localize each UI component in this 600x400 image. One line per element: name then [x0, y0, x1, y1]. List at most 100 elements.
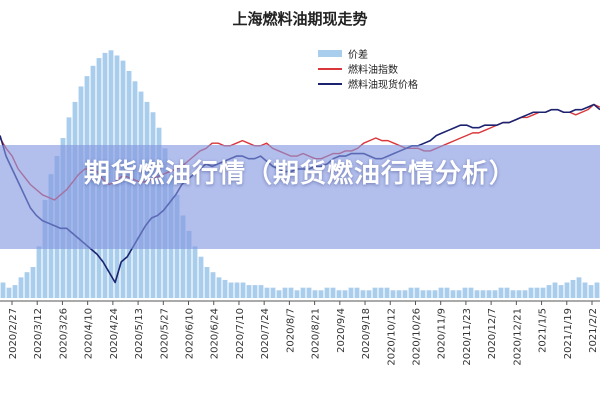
spread-bar — [36, 246, 42, 298]
spread-bar — [582, 282, 588, 298]
spread-bar — [588, 285, 594, 298]
spread-bar — [342, 290, 348, 298]
spread-bar — [450, 290, 456, 298]
spread-bar — [444, 287, 450, 298]
spread-bar — [420, 290, 426, 298]
spread-bar — [354, 287, 360, 298]
spread-bar — [366, 290, 372, 298]
spread-bar — [558, 285, 564, 298]
spread-bar — [492, 290, 498, 298]
x-tick-label: 2020/4/24 — [109, 308, 120, 359]
x-tick-label: 2020/5/27 — [159, 308, 170, 359]
x-tick-label: 2020/5/13 — [134, 308, 145, 359]
x-tick-label: 2020/10/12 — [386, 308, 397, 366]
x-tick-label: 2020/11/23 — [462, 308, 473, 366]
spread-bar — [18, 277, 24, 298]
x-tick-label: 2020/10/26 — [411, 308, 422, 366]
spread-bar — [30, 267, 36, 298]
spread-bar — [222, 279, 228, 298]
spread-bar — [0, 282, 6, 298]
spread-bar — [306, 287, 312, 298]
overlay-title: 期货燃油行情（期货燃油行情分析） — [83, 159, 516, 189]
legend-label: 燃料油指数 — [348, 63, 398, 76]
overlay-banner — [0, 145, 600, 249]
spread-bar — [432, 290, 438, 298]
spread-bar — [378, 287, 384, 298]
spread-bar — [312, 290, 318, 298]
spread-bar — [258, 285, 264, 298]
spread-bar — [252, 285, 258, 298]
spread-bar — [396, 290, 402, 298]
x-tick-label: 2020/11/9 — [437, 308, 448, 359]
spread-bar — [204, 267, 210, 298]
spread-bar — [570, 279, 576, 298]
spread-bar — [384, 287, 390, 298]
x-tick-label: 2020/3/26 — [58, 308, 69, 359]
spread-bar — [318, 290, 324, 298]
spread-bar — [270, 287, 276, 298]
spread-bar — [330, 287, 336, 298]
spread-bar — [456, 290, 462, 298]
spread-bar — [576, 277, 582, 298]
chart-title: 上海燃料油期现走势 — [232, 10, 367, 28]
spread-bar — [540, 287, 546, 298]
spread-bar — [282, 287, 288, 298]
spread-bar — [336, 290, 342, 298]
x-tick-label: 2021/2/2 — [588, 308, 599, 353]
spread-bar — [534, 287, 540, 298]
spread-bar — [594, 282, 600, 298]
x-tick-label: 2020/4/10 — [84, 308, 95, 359]
spread-bar — [552, 282, 558, 298]
spread-bar — [426, 290, 432, 298]
spread-bar — [240, 282, 246, 298]
spread-bar — [438, 287, 444, 298]
spread-bar — [210, 272, 216, 298]
spread-bar — [12, 285, 18, 298]
spread-bar — [192, 246, 198, 298]
spread-bar — [528, 287, 534, 298]
x-tick-label: 2020/3/12 — [33, 308, 44, 359]
x-tick-label: 2020/7/10 — [235, 308, 246, 359]
x-tick-label: 2020/6/24 — [210, 308, 221, 359]
spread-bar — [264, 287, 270, 298]
spread-bar — [228, 282, 234, 298]
spread-bar — [402, 290, 408, 298]
spread-bar — [348, 287, 354, 298]
x-tick-label: 2020/7/24 — [260, 308, 271, 359]
x-tick-label: 2020/12/7 — [487, 308, 498, 359]
spread-bar — [300, 287, 306, 298]
spread-bar — [504, 287, 510, 298]
spread-bar — [24, 272, 30, 298]
spread-bar — [390, 290, 396, 298]
spread-bar — [414, 287, 420, 298]
spread-bar — [6, 287, 12, 298]
spread-bar — [564, 282, 570, 298]
spread-bar — [180, 215, 186, 298]
spread-bar — [276, 290, 282, 298]
legend-swatch — [318, 50, 342, 57]
legend-label: 燃料油现货价格 — [348, 78, 418, 91]
x-tick-label: 2020/9/4 — [336, 308, 347, 353]
spread-bar — [198, 256, 204, 298]
spread-bar — [468, 287, 474, 298]
x-tick-label: 2021/1/5 — [538, 308, 549, 353]
spread-bar — [510, 290, 516, 298]
spread-bar — [408, 287, 414, 298]
spread-bar — [372, 287, 378, 298]
spread-bar — [288, 287, 294, 298]
spread-bar — [360, 290, 366, 298]
spread-bar — [474, 290, 480, 298]
spread-bar — [462, 287, 468, 298]
spread-bar — [546, 285, 552, 298]
spread-bar — [324, 287, 330, 298]
spread-bar — [294, 290, 300, 298]
x-tick-label: 2020/9/18 — [361, 308, 372, 359]
spread-bar — [186, 230, 192, 298]
x-axis-ticks: 2020/2/27 2020/3/12 2020/3/26 2020/4/10 2020… — [8, 301, 599, 366]
x-tick-label: 2020/2/27 — [8, 308, 19, 359]
x-tick-label: 2020/6/10 — [185, 308, 196, 359]
x-tick-label: 2021/1/19 — [563, 308, 574, 359]
x-tick-label: 2020/8/21 — [311, 308, 322, 359]
spread-bar — [516, 290, 522, 298]
